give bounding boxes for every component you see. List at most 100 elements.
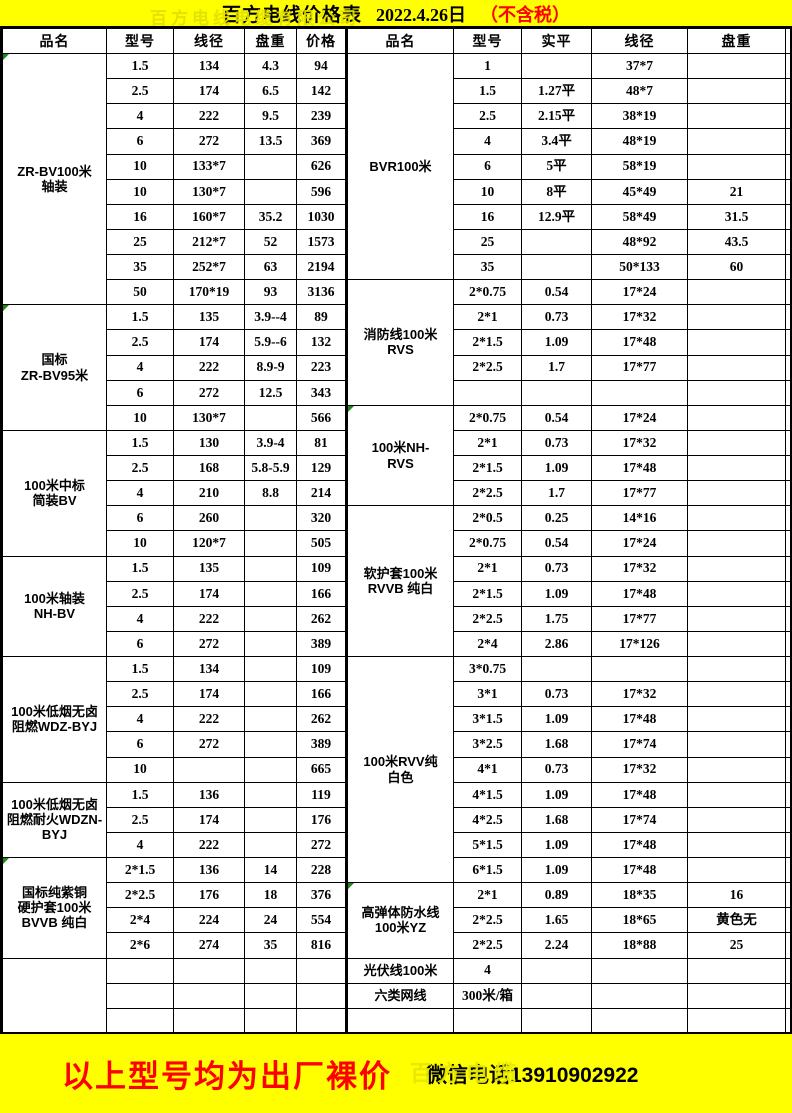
cell-price: 151	[785, 555, 790, 582]
cell-dia: 17*48	[591, 454, 688, 482]
cell-price: 596	[296, 178, 346, 205]
cell-weight	[687, 555, 786, 582]
cell-price	[296, 982, 346, 1009]
cell-price: 982	[785, 203, 790, 230]
cell-model: 4	[453, 128, 522, 155]
cell-model	[106, 1007, 174, 1032]
cell-weight	[244, 630, 297, 658]
cell-weight	[687, 655, 786, 683]
cell-price: 320	[296, 505, 346, 532]
product-name-cell: 100米NH- RVS	[347, 404, 454, 507]
cell-dia: 18*65	[591, 907, 688, 934]
cell-weight: 12.5	[244, 379, 297, 406]
cell-model: 10	[453, 178, 522, 205]
table-row: 2*2.5 176 18 376	[3, 882, 346, 909]
right-col-header-flat: 实平	[521, 28, 592, 54]
product-name-cell: 100米低烟无卤 阻燃耐火WDZN- BYJ	[2, 781, 107, 859]
cell-flat: 5平	[521, 153, 592, 180]
table-row: 2*2.51.717*77 271	[348, 480, 790, 507]
cell-flat: 12.9平	[521, 203, 592, 230]
right-col-header-weight: 盘重	[687, 28, 786, 54]
cell-flat	[521, 379, 592, 406]
cell-weight	[687, 454, 786, 482]
cell-dia	[591, 655, 688, 683]
cell-price: 249	[785, 128, 790, 155]
cell-price: 718	[785, 806, 790, 833]
cell-flat: 0.54	[521, 404, 592, 431]
cell-model: 1.5	[106, 555, 174, 582]
cell-price: 121	[785, 530, 790, 557]
table-row: 10 133*7 626	[3, 153, 346, 180]
cell-dia: 17*32	[591, 304, 688, 331]
table-row	[347, 1007, 790, 1032]
cell-dia: 45*49	[591, 178, 688, 205]
cell-dia: 17*126	[591, 630, 688, 658]
cell-price	[296, 1007, 346, 1032]
cell-model: 6	[106, 128, 174, 155]
cell-price: 132	[296, 329, 346, 356]
cell-flat: 1.7	[521, 480, 592, 507]
cell-price: 1030	[296, 203, 346, 230]
cell-weight: 3.9--4	[244, 304, 297, 331]
table-row: 10 120*7 505	[3, 530, 346, 557]
cell-weight	[687, 580, 786, 607]
table-row: 100米中标 简装BV 1.5 130 3.9-4 81	[2, 429, 346, 557]
cell-weight: 18	[244, 882, 297, 909]
cell-model: 2*1.5	[453, 454, 522, 482]
table-row: ZR-BV100米 轴装 1.5 134 4.3 94	[2, 52, 346, 306]
cell-weight	[687, 605, 786, 632]
cell-price: 456	[785, 781, 790, 808]
product-name-cell	[2, 957, 107, 1032]
table-row: 2*4 224 24 554	[3, 907, 346, 934]
cell-weight: 黄色无	[687, 907, 786, 934]
table-row: 4 210 8.8 214	[3, 480, 346, 507]
cell-flat: 0.73	[521, 304, 592, 331]
footer-notice: 以上型号均为出厂裸价	[62, 1059, 392, 1094]
cell-flat: 1.09	[521, 329, 592, 356]
cell-model: 16	[453, 203, 522, 230]
cell-model: 2*1.5	[453, 329, 522, 356]
table-row: 10 130*7 566	[3, 404, 346, 431]
cell-price: 166	[296, 580, 346, 607]
cell-flat: 1.09	[521, 706, 592, 733]
cell-weight	[244, 530, 297, 557]
cell-model: 2*0.5	[453, 505, 522, 532]
cell-price: 505	[296, 530, 346, 557]
cell-dia	[173, 756, 245, 783]
cell-price: 0	[785, 379, 790, 406]
cell-price: 94	[296, 52, 346, 80]
cell-price: 665	[296, 756, 346, 783]
cell-price: 272	[296, 831, 346, 859]
cell-weight	[244, 555, 297, 582]
cell-weight: 60	[687, 253, 786, 281]
cell-model: 2*4	[453, 630, 522, 658]
table-row: 6 272 389	[3, 630, 346, 658]
cell-dia: 17*48	[591, 580, 688, 607]
cell-price: 566	[296, 404, 346, 431]
cell-price: 369	[785, 756, 790, 783]
cell-weight: 14	[244, 856, 297, 884]
cell-price: 119	[296, 781, 346, 808]
left-table-head: 品名 型号 线径 盘重 价格	[2, 28, 346, 54]
cell-weight	[687, 530, 786, 557]
cell-flat: 1.09	[521, 781, 592, 808]
cell-dia: 18*88	[591, 932, 688, 959]
cell-price: 142	[296, 78, 346, 105]
cell-flat	[521, 228, 592, 256]
cell-price: 259	[785, 681, 790, 708]
cell-model: 2*1.5	[453, 580, 522, 607]
cell-weight	[244, 505, 297, 532]
cell-model: 2*4	[106, 907, 174, 934]
cell-dia: 17*32	[591, 555, 688, 582]
product-name-cell: 100米RVV纯 白色	[347, 655, 454, 884]
cell-model: 35	[453, 253, 522, 281]
cell-price: 380	[785, 957, 790, 984]
cell-weight: 21	[687, 178, 786, 205]
cell-flat: 2.15平	[521, 103, 592, 130]
table-row: 4 222 9.5 239	[3, 103, 346, 130]
cell-price: 554	[296, 907, 346, 934]
